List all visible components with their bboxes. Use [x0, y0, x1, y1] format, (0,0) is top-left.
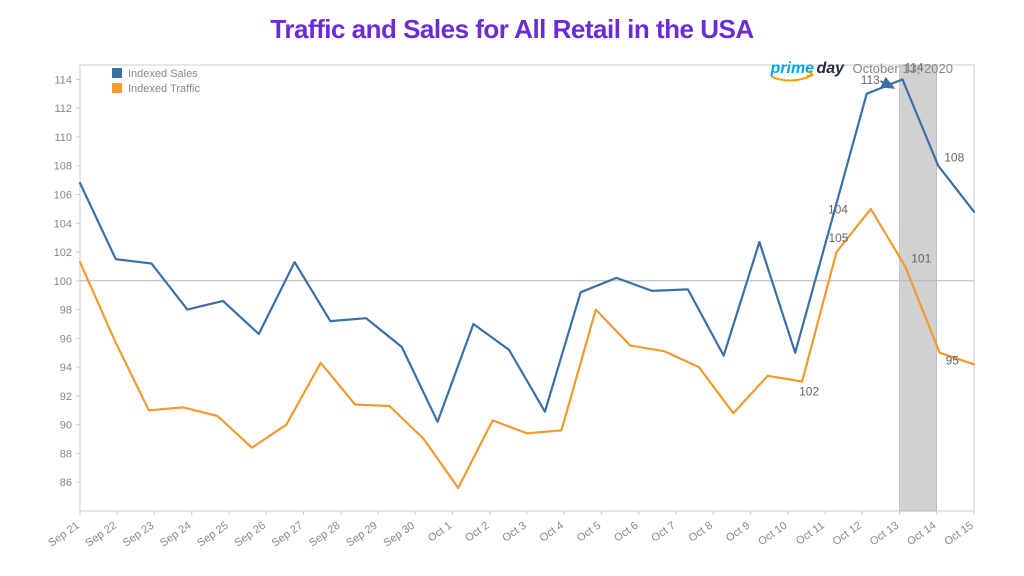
svg-text:Sep 26: Sep 26 — [233, 520, 268, 550]
svg-text:Sep 23: Sep 23 — [121, 520, 156, 550]
svg-text:104: 104 — [54, 218, 72, 230]
svg-text:112: 112 — [54, 103, 72, 115]
svg-text:Oct 11: Oct 11 — [794, 520, 827, 548]
chart-container: 86 88 90 92 94 96 98 100 102 104 106 108 110 112 114 Se… — [0, 45, 1024, 571]
data-label: 108 — [944, 151, 964, 165]
svg-text:Sep 22: Sep 22 — [84, 520, 119, 550]
svg-text:110: 110 — [54, 132, 72, 144]
svg-text:Sep 21: Sep 21 — [46, 520, 81, 550]
svg-text:Sep 28: Sep 28 — [307, 520, 342, 550]
legend-label: Indexed Traffic — [128, 83, 200, 95]
svg-text:Oct 5: Oct 5 — [575, 520, 603, 545]
svg-text:Oct 7: Oct 7 — [649, 520, 677, 545]
svg-text:Oct 4: Oct 4 — [538, 520, 566, 545]
primeday-logo-text: day — [817, 60, 846, 77]
svg-text:Oct 15: Oct 15 — [942, 520, 975, 548]
data-label: 101 — [911, 251, 931, 265]
svg-text:Oct 3: Oct 3 — [500, 520, 528, 545]
data-label: 95 — [946, 354, 960, 368]
svg-text:100: 100 — [54, 276, 72, 288]
chart-title: Traffic and Sales for All Retail in the … — [0, 14, 1024, 45]
svg-text:Oct 9: Oct 9 — [724, 520, 752, 545]
data-label: 104 — [828, 202, 848, 216]
legend-swatch — [112, 68, 122, 78]
svg-text:Oct 2: Oct 2 — [463, 520, 491, 545]
svg-text:Sep 30: Sep 30 — [382, 520, 417, 550]
svg-text:Oct 14: Oct 14 — [905, 520, 938, 548]
svg-text:Oct 6: Oct 6 — [612, 520, 640, 545]
svg-text:92: 92 — [60, 391, 72, 403]
svg-text:102: 102 — [54, 247, 72, 259]
svg-text:Sep 25: Sep 25 — [195, 520, 230, 550]
data-label: 102 — [799, 385, 819, 399]
series-line — [80, 209, 974, 488]
svg-text:Oct 10: Oct 10 — [756, 520, 789, 548]
svg-text:Sep 29: Sep 29 — [344, 520, 379, 550]
svg-text:88: 88 — [60, 448, 72, 460]
svg-text:Oct 1: Oct 1 — [426, 520, 454, 545]
svg-text:Oct 8: Oct 8 — [687, 520, 715, 545]
svg-text:96: 96 — [60, 333, 72, 345]
svg-text:Sep 27: Sep 27 — [270, 520, 305, 550]
annotation-date: October 13, 2020 — [853, 61, 953, 76]
svg-text:Oct 13: Oct 13 — [868, 520, 901, 548]
svg-text:94: 94 — [60, 362, 72, 374]
svg-text:98: 98 — [60, 305, 72, 317]
svg-text:86: 86 — [60, 477, 72, 489]
series-line — [80, 79, 974, 421]
data-label: 105 — [828, 231, 848, 245]
line-chart: 86 88 90 92 94 96 98 100 102 104 106 108 110 112 114 Se… — [0, 45, 1024, 571]
svg-text:Sep 24: Sep 24 — [158, 520, 193, 550]
svg-text:108: 108 — [54, 161, 72, 173]
svg-text:106: 106 — [54, 189, 72, 201]
legend-label: Indexed Sales — [128, 68, 198, 80]
svg-text:Oct 12: Oct 12 — [831, 520, 864, 548]
svg-text:90: 90 — [60, 420, 72, 432]
svg-text:114: 114 — [54, 74, 72, 86]
legend-swatch — [112, 83, 122, 93]
primeday-logo-text: prime — [770, 60, 815, 77]
